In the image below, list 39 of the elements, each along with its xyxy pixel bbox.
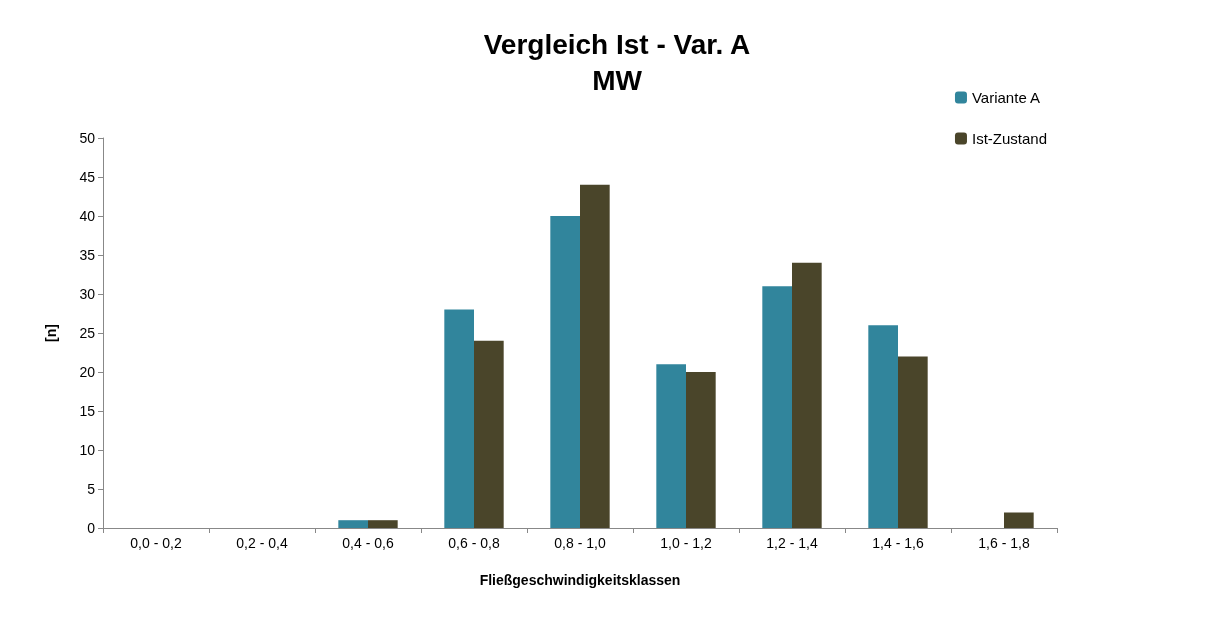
- y-tick-label: 25: [79, 325, 96, 341]
- x-tick-label: 0,2 - 0,4: [236, 535, 288, 551]
- y-tick-label: 5: [87, 481, 96, 497]
- y-tick-label: 0: [87, 520, 96, 536]
- legend-label: Variante A: [971, 89, 1041, 106]
- bar: [338, 520, 368, 528]
- y-tick-label: 50: [79, 130, 96, 146]
- y-tick-label: 15: [79, 403, 96, 419]
- y-tick-label: 35: [79, 247, 96, 263]
- x-axis-title: Fließgeschwindigkeitsklassen: [479, 572, 681, 588]
- y-tick-label: 45: [79, 169, 96, 185]
- chart-subtitle: MW: [592, 64, 643, 96]
- bar: [868, 325, 898, 528]
- bar: [792, 262, 822, 528]
- bar: [656, 364, 686, 528]
- x-tick-label: 0,4 - 0,6: [342, 535, 394, 551]
- bar: [550, 216, 580, 528]
- bar: [762, 286, 792, 528]
- y-axis-title: [n]: [43, 324, 59, 342]
- x-tick-label: 0,6 - 0,8: [448, 535, 500, 551]
- y-tick-label: 10: [79, 442, 96, 458]
- x-tick-label: 1,4 - 1,6: [872, 535, 924, 551]
- bar: [368, 520, 398, 528]
- legend-label: Ist-Zustand: [971, 130, 1047, 147]
- x-tick-label: 0,8 - 1,0: [554, 535, 606, 551]
- bar: [1004, 512, 1034, 528]
- bar: [580, 184, 610, 528]
- chart-title: Vergleich Ist - Var. A: [483, 28, 751, 60]
- x-tick-label: 0,0 - 0,2: [130, 535, 182, 551]
- bar: [444, 309, 474, 528]
- x-tick-label: 1,0 - 1,2: [660, 535, 712, 551]
- bar: [898, 356, 928, 528]
- bar: [686, 372, 716, 528]
- y-tick-label: 30: [79, 286, 96, 302]
- y-tick-label: 40: [79, 208, 96, 224]
- x-tick-label: 1,6 - 1,8: [978, 535, 1030, 551]
- y-tick-label: 20: [79, 364, 96, 380]
- bar: [474, 340, 504, 528]
- x-tick-label: 1,2 - 1,4: [766, 535, 818, 551]
